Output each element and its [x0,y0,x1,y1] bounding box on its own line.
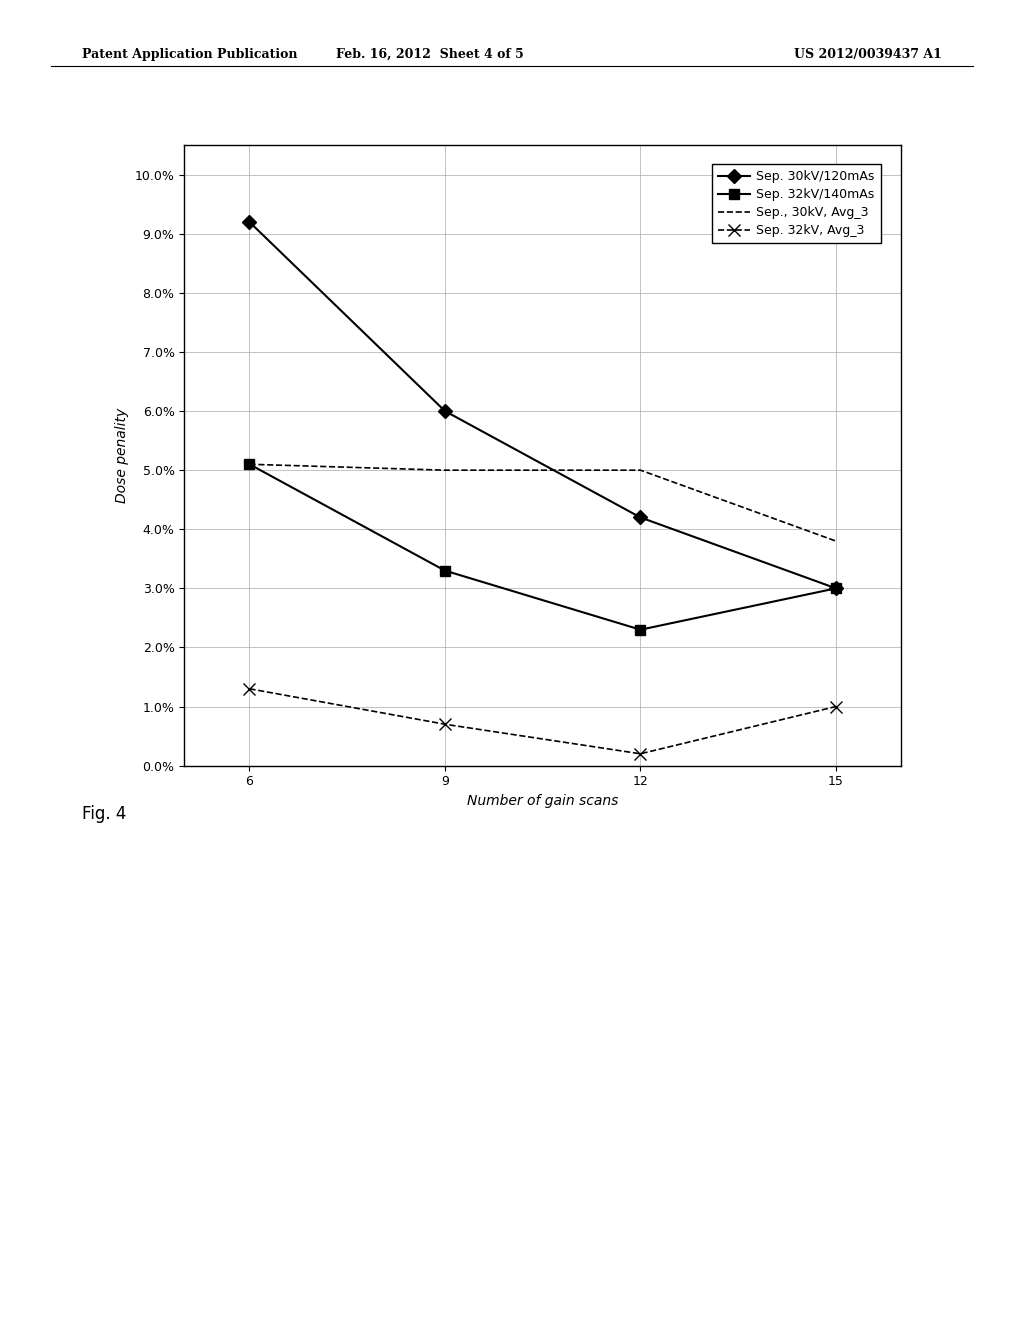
Sep. 30kV/120mAs [634,510,646,525]
Line: Sep. 32kV/140mAs: Sep. 32kV/140mAs [245,459,841,635]
Line: Sep., 30kV, Avg_3: Sep., 30kV, Avg_3 [250,465,836,541]
Sep. 32kV/140mAs [634,622,646,638]
Sep., 30kV, Avg_3 [439,462,452,478]
Line: Sep. 32kV, Avg_3: Sep. 32kV, Avg_3 [244,684,842,759]
Sep. 32kV, Avg_3 [634,746,646,762]
Text: Feb. 16, 2012  Sheet 4 of 5: Feb. 16, 2012 Sheet 4 of 5 [336,48,524,61]
Sep., 30kV, Avg_3 [244,457,256,473]
Sep. 30kV/120mAs [244,214,256,230]
Sep. 32kV/140mAs [829,581,842,597]
X-axis label: Number of gain scans: Number of gain scans [467,793,618,808]
Sep. 30kV/120mAs [439,403,452,418]
Text: US 2012/0039437 A1: US 2012/0039437 A1 [795,48,942,61]
Y-axis label: Dose penality: Dose penality [115,408,129,503]
Sep. 32kV/140mAs [439,562,452,578]
Sep. 32kV, Avg_3 [439,717,452,733]
Sep. 32kV/140mAs [244,457,256,473]
Sep. 30kV/120mAs [829,581,842,597]
Text: Patent Application Publication: Patent Application Publication [82,48,297,61]
Sep. 32kV, Avg_3 [829,698,842,714]
Sep. 32kV, Avg_3 [244,681,256,697]
Legend: Sep. 30kV/120mAs, Sep. 32kV/140mAs, Sep., 30kV, Avg_3, Sep. 32kV, Avg_3: Sep. 30kV/120mAs, Sep. 32kV/140mAs, Sep.… [712,164,881,243]
Sep., 30kV, Avg_3 [829,533,842,549]
Text: Fig. 4: Fig. 4 [82,805,126,824]
Sep., 30kV, Avg_3 [634,462,646,478]
Line: Sep. 30kV/120mAs: Sep. 30kV/120mAs [245,218,841,593]
